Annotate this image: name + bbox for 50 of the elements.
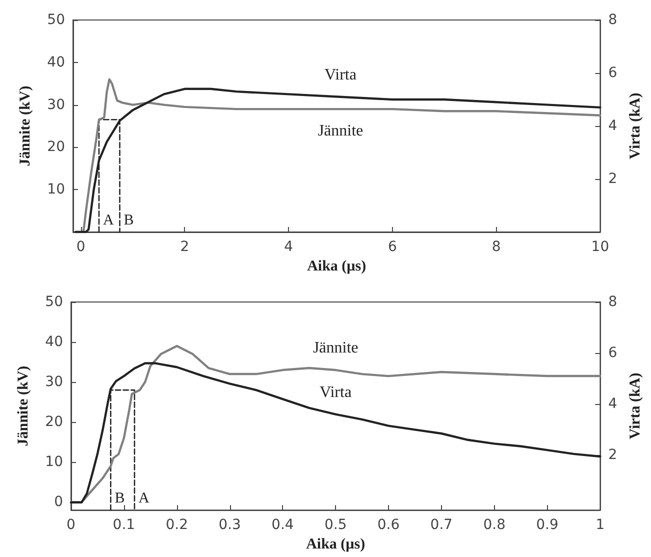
annotation: B [114,490,125,507]
y2-tick-label: 6 [608,65,618,81]
y2-tick-label: 4 [608,118,618,134]
y-tick-label: 0 [54,494,63,510]
y-tick-label: 20 [45,414,63,430]
x-tick-label: 0.3 [218,517,241,534]
x-tick-label: 8 [492,239,501,255]
x-tick-label: 0.9 [536,517,558,534]
y2-axis-title: Virta (kA) [628,372,644,440]
x-tick-label: 0 [76,239,86,255]
x-tick-label: 0.7 [430,517,453,534]
x-axis-title: Aika (µs) [307,258,366,274]
y-axis-title: Jännite (kV) [16,366,32,446]
y2-tick-label: 2 [608,447,618,464]
x-tick-label: 0.6 [377,517,400,534]
x-axis-title: Aika (µs) [306,536,366,552]
y-tick-label: 40 [45,334,63,350]
y2-tick-label: 8 [608,12,618,28]
y-tick-label: 30 [45,374,63,390]
y2-tick-label: 4 [608,396,618,412]
annotation: A [102,212,114,228]
series-label: Jännite [312,340,358,357]
y-tick-label: 10 [45,454,63,470]
x-tick-label: 4 [284,239,294,255]
annotation: A [138,490,150,507]
y-axis-title: Jännite (kV) [18,86,34,166]
x-tick-label: 2 [180,239,190,255]
x-tick-label: 0.1 [112,517,136,534]
x-tick-label: 10 [591,239,610,255]
y-tick-label: 40 [47,54,65,70]
y-tick-label: 30 [47,96,65,113]
annotation: B [124,212,134,228]
x-tick-label: 0.4 [272,517,294,534]
x-tick-label: 0.8 [483,517,506,534]
y-tick-label: 10 [47,182,65,198]
series-label: Virta [324,66,356,84]
y-tick-label: 20 [47,139,65,156]
x-tick-label: 0 [66,517,76,534]
x-tick-label: 6 [388,239,397,255]
series-label: Virta [320,384,352,401]
x-tick-label: 0.5 [324,517,347,534]
y-tick-label: 50 [45,294,63,310]
y2-axis-title: Virta (kA) [628,92,644,160]
series-label: Jännite [318,122,364,140]
y2-tick-label: 2 [608,171,618,187]
x-tick-label: 1 [596,517,605,534]
x-tick-label: 0.2 [166,517,188,534]
y2-tick-label: 6 [608,345,618,362]
y-tick-label: 50 [47,12,65,28]
y2-tick-label: 8 [608,294,618,310]
